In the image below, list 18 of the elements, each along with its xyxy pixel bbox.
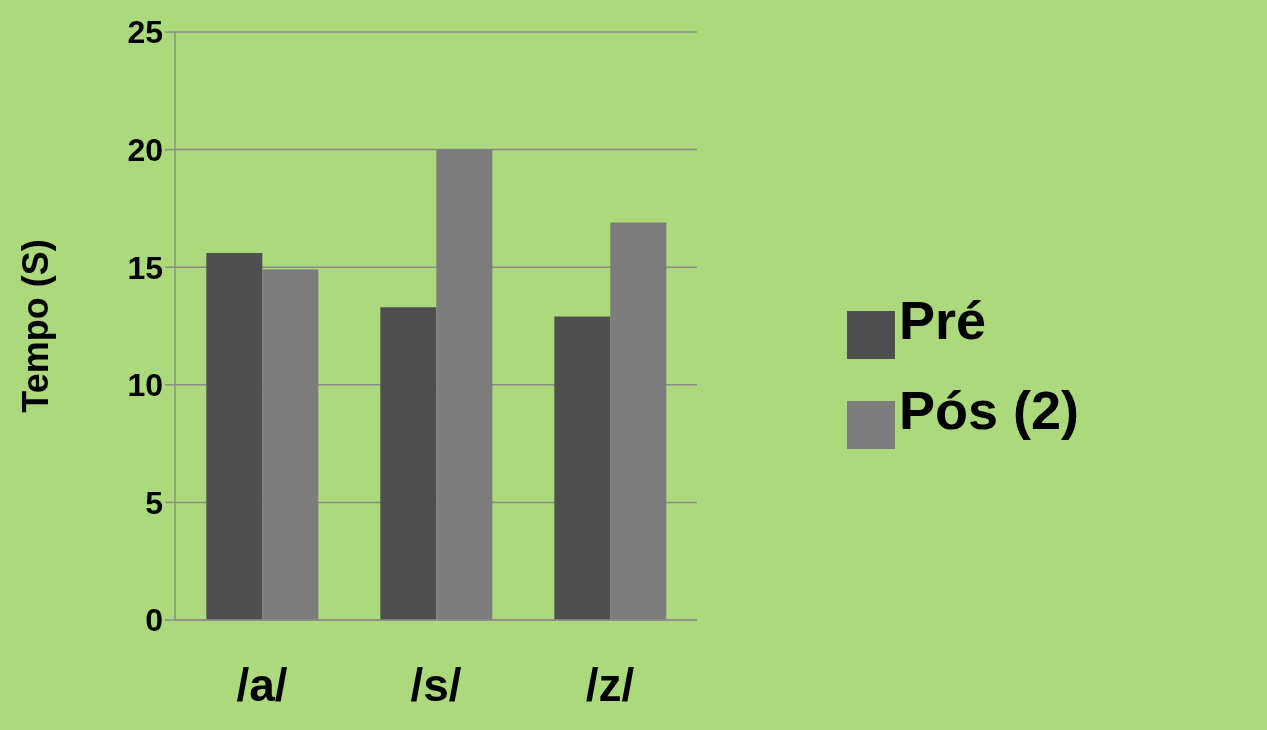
x-tick-label: /z/: [585, 658, 635, 711]
y-tick-label: 10: [127, 367, 163, 404]
bar: [380, 307, 437, 620]
y-tick-label: 0: [145, 602, 163, 639]
x-tick-label: /s/: [410, 658, 462, 711]
y-tick-label: 15: [127, 249, 163, 286]
bar: [610, 222, 667, 620]
y-tick-label: 20: [127, 131, 163, 168]
x-tick-label: /a/: [236, 658, 288, 711]
bar: [436, 149, 493, 620]
y-tick-label: 25: [127, 14, 163, 51]
legend-label: Pós (2): [899, 380, 1080, 440]
y-tick-label: 5: [145, 484, 163, 521]
bar: [554, 316, 611, 620]
bar: [206, 253, 263, 620]
y-axis-title: Tempo (S): [14, 239, 56, 413]
legend-label: Pré: [899, 290, 987, 350]
bar: [262, 269, 319, 620]
